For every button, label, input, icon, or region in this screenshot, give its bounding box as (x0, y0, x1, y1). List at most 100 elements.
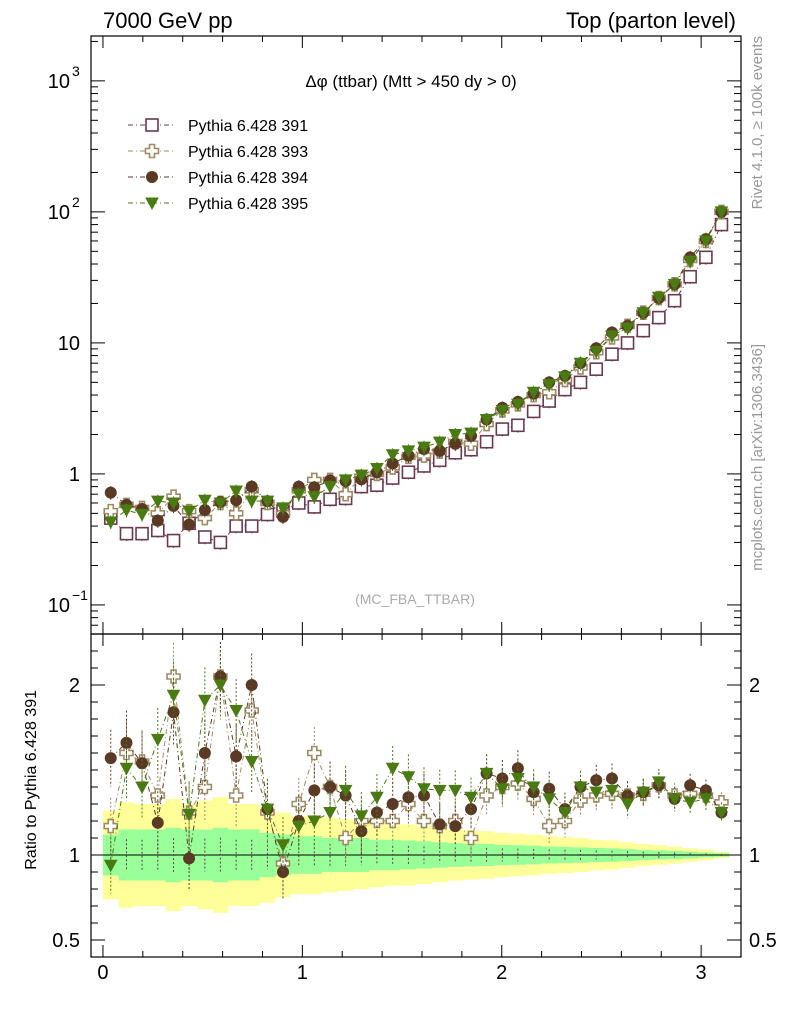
y-tick-label: 10 (48, 71, 70, 93)
ratio-y-tick-label-right: 2 (749, 675, 760, 697)
marker-filled-triangle (636, 307, 651, 320)
marker-filled-triangle (542, 379, 557, 392)
marker-filled-triangle (605, 784, 619, 798)
marker-filled-triangle (244, 495, 259, 509)
marker-open-square (323, 492, 337, 507)
y-tick-label: 10 (48, 595, 70, 617)
mcplots-label: mcplots.cern.ch [arXiv:1306.3436] (749, 344, 766, 571)
marker-filled-circle (151, 514, 164, 527)
marker-filled-triangle (323, 807, 337, 820)
marker-open-square (620, 336, 635, 350)
marker-filled-triangle (667, 793, 682, 806)
marker-filled-triangle (589, 786, 604, 800)
marker-filled-circle (402, 791, 415, 804)
marker-open-square (198, 530, 212, 544)
marker-filled-triangle (229, 485, 243, 499)
marker-open-cross (228, 788, 244, 803)
marker-filled-circle (151, 816, 164, 829)
marker-filled-triangle (464, 427, 478, 441)
x-tick-label: 3 (696, 962, 707, 984)
marker-filled-circle (370, 806, 383, 819)
marker-filled-triangle (699, 235, 713, 248)
marker-filled-triangle (370, 791, 384, 805)
x-tick-label: 1 (297, 962, 308, 984)
marker-filled-triangle (354, 810, 369, 823)
marker-filled-circle (245, 679, 258, 691)
marker-filled-triangle (198, 694, 212, 708)
ratio-y-tick-label: 1 (69, 845, 80, 867)
series-line (110, 211, 722, 526)
marker-filled-circle (167, 706, 180, 719)
marker-open-square (229, 519, 243, 533)
marker-filled-triangle (135, 509, 149, 522)
marker-open-square (636, 323, 651, 338)
marker-filled-triangle (620, 798, 635, 812)
ratio-y-tick-label-right: 1 (749, 845, 760, 867)
series-open-square (103, 217, 729, 550)
marker-filled-triangle (103, 859, 118, 873)
marker-filled-triangle (589, 345, 604, 359)
marker-filled-circle (104, 752, 117, 765)
y-tick-label: 10 (58, 333, 80, 355)
marker-filled-triangle (401, 445, 416, 458)
marker-filled-triangle (714, 206, 729, 219)
marker-filled-triangle (276, 839, 290, 852)
marker-filled-triangle (636, 786, 651, 800)
marker-open-cross (103, 818, 119, 834)
marker-open-cross (338, 830, 353, 846)
header-right: Top (parton level) (566, 8, 736, 33)
marker-filled-triangle (432, 436, 447, 450)
marker-filled-triangle (276, 502, 290, 515)
marker-filled-triangle (323, 481, 337, 494)
ratio-panel: 0 1 2 3 0.5 0.5 1 1 2 2 (52, 633, 777, 984)
y-tick-label: 1 (69, 464, 80, 486)
marker-filled-triangle (244, 756, 259, 769)
ratio-y-tick-label-right: 0.5 (749, 930, 777, 952)
marker-filled-triangle (291, 488, 306, 502)
marker-open-square (699, 250, 713, 265)
marker-filled-circle (120, 736, 133, 749)
marker-open-square (479, 434, 494, 449)
marker-open-cross (338, 486, 353, 502)
marker-open-square (166, 533, 181, 548)
marker-filled-triangle (291, 820, 306, 834)
series-filled-circle (104, 205, 728, 532)
ratio-series-line (110, 676, 722, 874)
marker-filled-circle (590, 774, 603, 787)
marker-filled-triangle (542, 793, 557, 806)
marker-open-square (260, 507, 275, 522)
marker-filled-triangle (103, 516, 118, 529)
legend: Pythia 6.428 391 Pythia 6.428 393 Pythia 6… (128, 118, 308, 213)
marker-filled-triangle (135, 781, 149, 795)
marker-filled-circle (277, 866, 290, 878)
marker-open-cross (228, 506, 244, 521)
ratio-frame (90, 633, 742, 958)
header-left: 7000 GeV pp (103, 8, 233, 33)
y-tick-exponent: 2 (72, 194, 80, 210)
marker-filled-triangle (417, 441, 431, 455)
marker-filled-triangle (385, 762, 400, 776)
plot-title: Δφ (ttbar) (Mtt > 450 dy > 0) (305, 72, 516, 91)
marker-open-cross (197, 510, 213, 526)
marker-filled-triangle (495, 783, 510, 796)
marker-open-cross (416, 813, 432, 829)
marker-open-cross (307, 745, 322, 761)
series-open-cross (103, 204, 729, 526)
marker-filled-triangle (385, 449, 400, 462)
x-tick-label: 2 (496, 962, 507, 984)
marker-filled-triangle (652, 291, 666, 305)
marker-filled-triangle (526, 781, 541, 795)
marker-filled-triangle (307, 491, 322, 504)
marker-filled-triangle (338, 474, 353, 487)
series-line (110, 224, 722, 544)
marker-open-cross (541, 818, 557, 834)
marker-open-square (145, 118, 159, 132)
marker-filled-triangle (448, 428, 463, 442)
marker-filled-triangle (479, 414, 494, 427)
marker-filled-circle (245, 480, 258, 493)
marker-filled-triangle (307, 815, 322, 829)
marker-open-cross (144, 143, 160, 159)
marker-filled-triangle (338, 784, 353, 798)
marker-filled-triangle (558, 371, 572, 384)
marker-filled-triangle (182, 808, 196, 822)
